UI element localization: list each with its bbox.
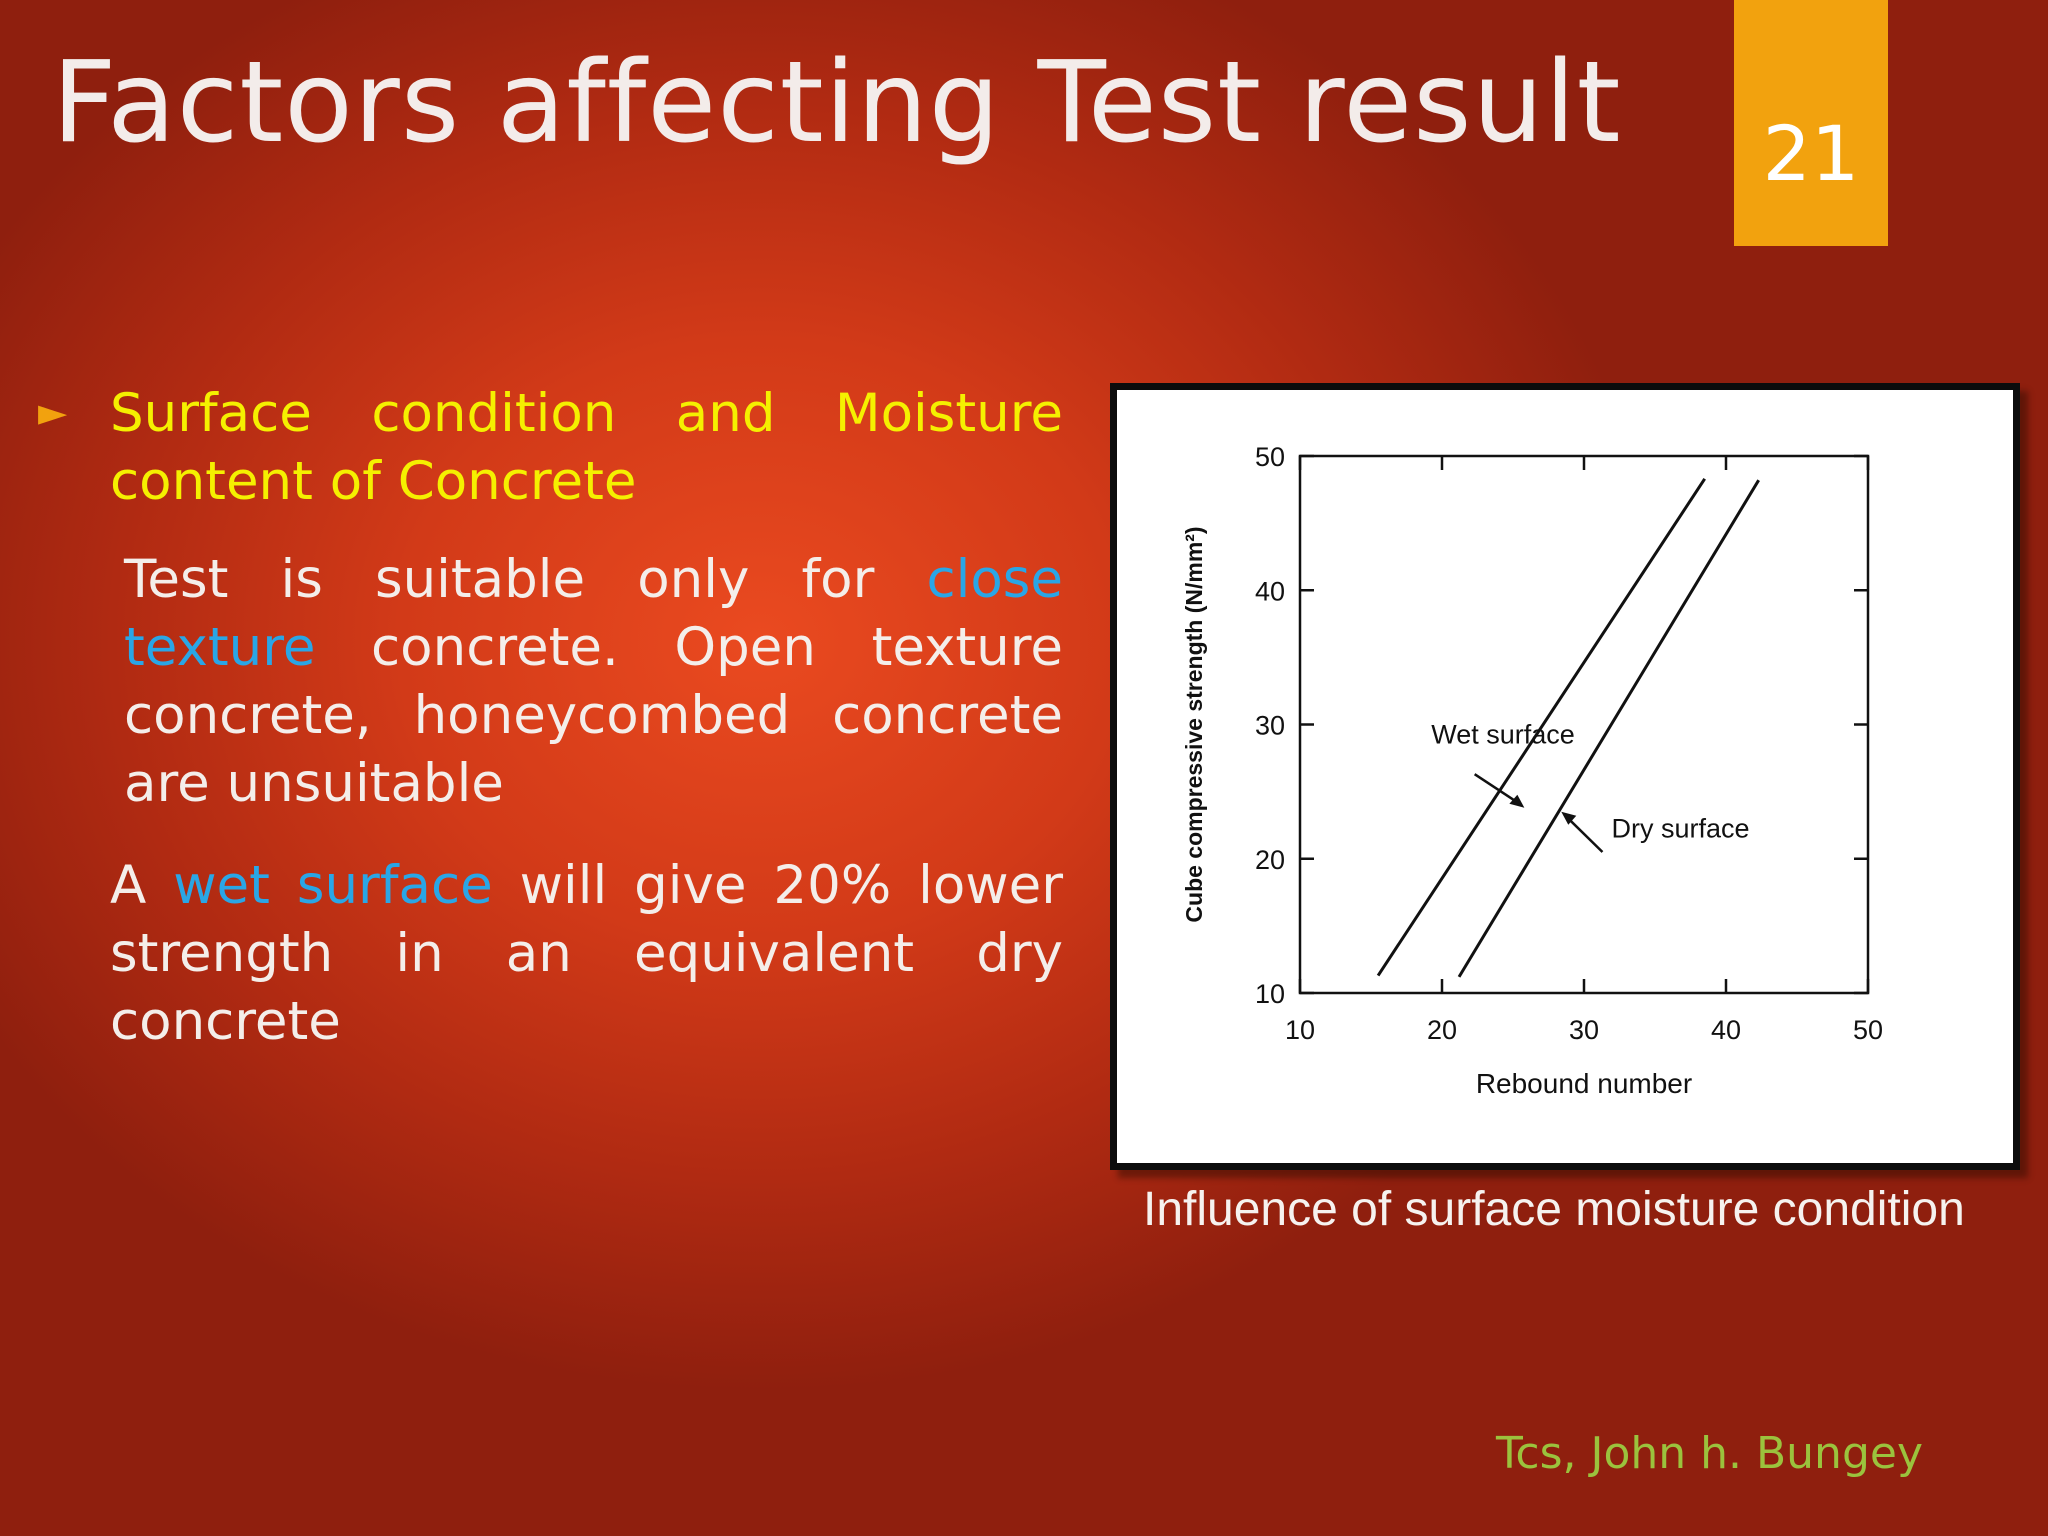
y-tick-label: 50	[1255, 442, 1285, 472]
triangle-bullet-icon: ►	[38, 390, 68, 434]
annotation-wet-surface: Wet surface	[1431, 719, 1575, 749]
close-texture-highlight: close texture	[124, 549, 1063, 678]
arrowhead-wet-surface	[1509, 794, 1525, 808]
slide-body: ► Surface condition and Moisture content…	[38, 380, 1063, 1056]
x-tick-label: 10	[1285, 1015, 1315, 1045]
slide-number: 21	[1762, 109, 1860, 198]
x-tick-label: 50	[1853, 1015, 1883, 1045]
source-credit: Tcs, John h. Bungey	[1495, 1428, 1923, 1479]
figure-caption: Influence of surface moisture condition	[1143, 1183, 1965, 1236]
wet-surface-highlight: wet surface	[173, 855, 493, 916]
x-tick-label: 20	[1427, 1015, 1457, 1045]
bullet-item: ► Surface condition and Moisture content…	[38, 380, 1063, 516]
slide-title: Factors affecting Test result	[52, 38, 1622, 168]
y-tick-label: 20	[1255, 845, 1285, 875]
y-tick-label: 30	[1255, 711, 1285, 741]
slide-number-badge: 21	[1734, 0, 1888, 246]
para2-text-start: A	[110, 855, 174, 916]
annotation-dry-surface: Dry surface	[1612, 813, 1750, 843]
arrowhead-dry-surface	[1561, 811, 1577, 825]
para1-text-end: concrete. Open texture concrete, honeyco…	[124, 617, 1063, 814]
plot-area-border	[1298, 454, 1870, 995]
paragraph-wet-surface: A wet surface will give 20% lower streng…	[38, 852, 1063, 1056]
x-tick-label: 30	[1569, 1015, 1599, 1045]
chart-figure: 10 20 30 40 50 10 20 30 40 50 Rebound number Cube c…	[1110, 383, 2020, 1170]
x-tick-label: 40	[1711, 1015, 1741, 1045]
para2-text-end: will give 20% lower strength in an equiv…	[110, 855, 1063, 1052]
bullet-heading: Surface condition and Moisture content o…	[110, 383, 1063, 512]
y-tick-label: 10	[1255, 979, 1285, 1009]
para1-text-start: Test is suitable only for	[124, 549, 927, 610]
y-tick-label: 40	[1255, 576, 1285, 606]
y-axis-label: Cube compressive strength (N/mm²)	[1181, 526, 1207, 922]
series-line-dry-surface	[1457, 479, 1760, 978]
x-axis-label: Rebound number	[1476, 1068, 1692, 1099]
series-line-wet-surface	[1376, 477, 1706, 977]
rebound-strength-chart: 10 20 30 40 50 10 20 30 40 50 Rebound number Cube c…	[1181, 442, 1883, 1099]
paragraph-close-texture: Test is suitable only for close texture …	[38, 546, 1063, 818]
